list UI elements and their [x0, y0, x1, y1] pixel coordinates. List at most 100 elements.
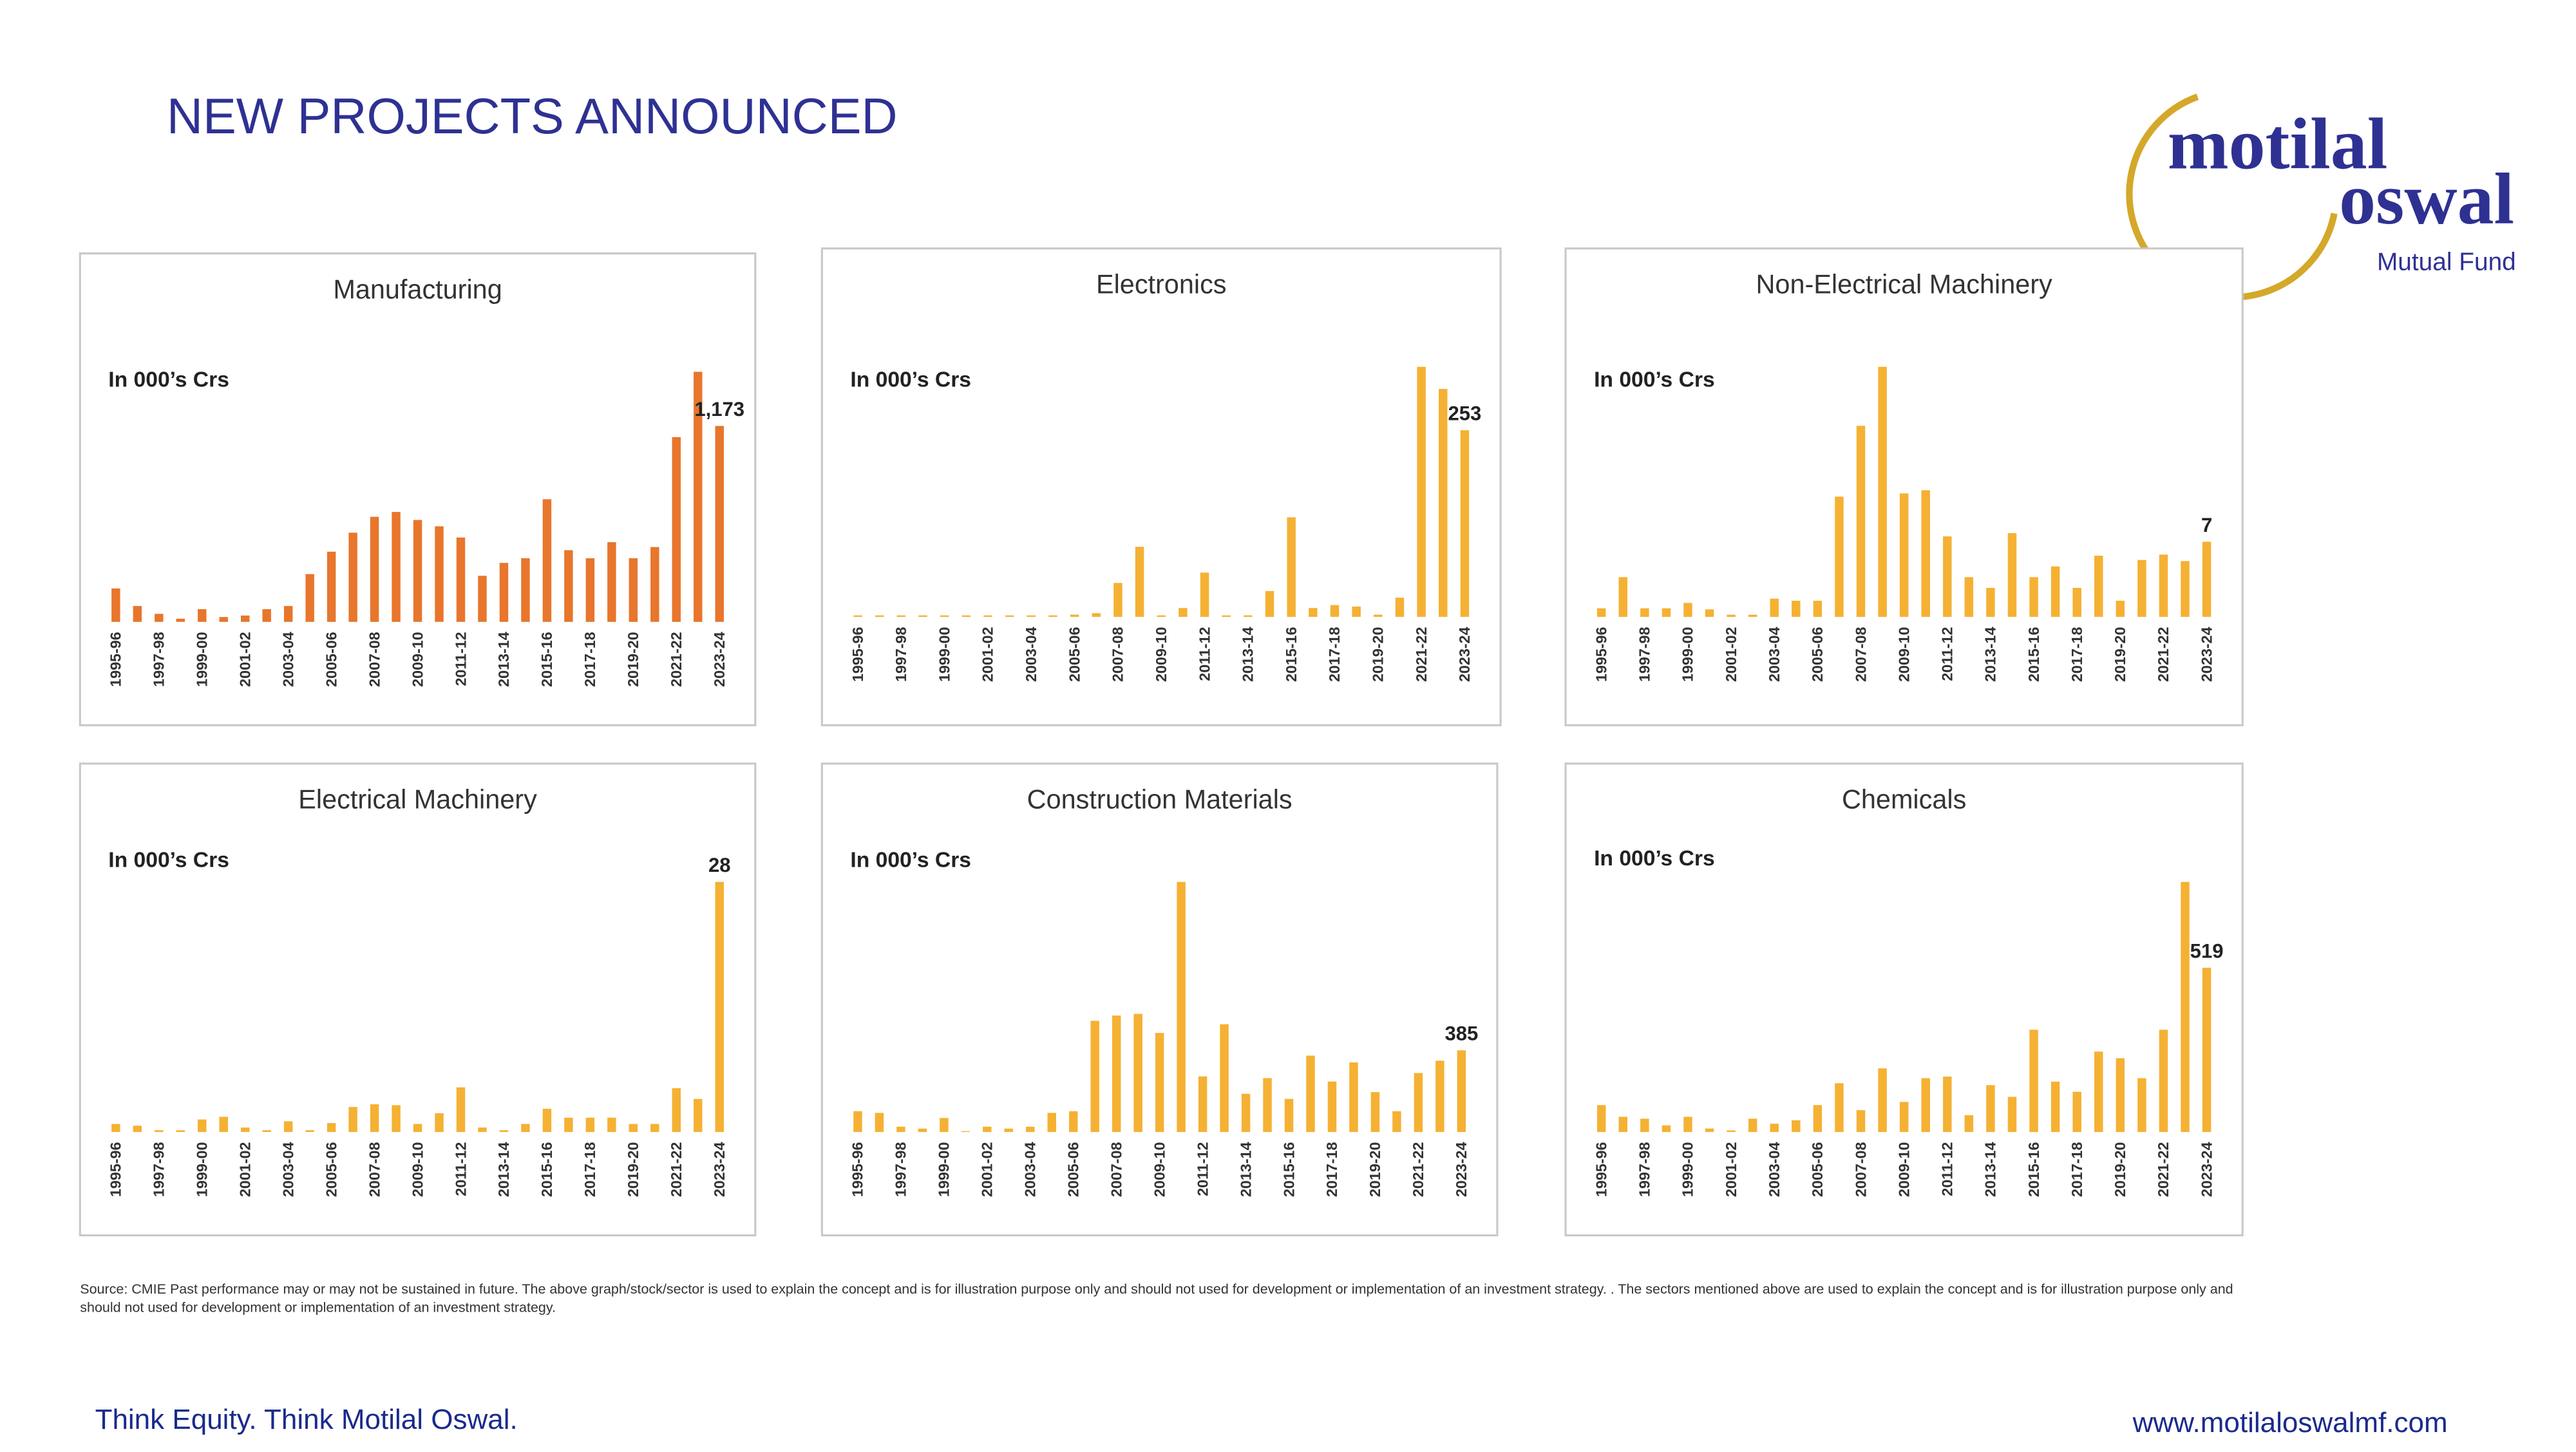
bar	[133, 606, 142, 622]
bar	[1090, 1021, 1099, 1133]
footer-right: www.motilaloswalmf.com	[2132, 1407, 2448, 1438]
bar	[1727, 614, 1736, 618]
bar	[1457, 1050, 1466, 1133]
bar	[1047, 1113, 1056, 1133]
x-tick-label: 1997-98	[151, 1142, 167, 1198]
bar	[2159, 554, 2168, 618]
bar	[1596, 608, 1606, 618]
x-tick-label: 2003-04	[1023, 627, 1039, 683]
x-tick-label: 2007-08	[366, 632, 383, 687]
x-tick-label: 2001-02	[236, 632, 253, 687]
chart-title: Manufacturing	[333, 275, 502, 305]
bar	[896, 1126, 905, 1133]
bar	[348, 1107, 357, 1133]
bar	[2181, 561, 2190, 618]
bar	[1133, 1014, 1142, 1133]
x-tick-label: 2009-10	[409, 1142, 426, 1197]
x-tick-label: 1999-00	[1680, 1142, 1696, 1198]
bar	[305, 574, 314, 622]
x-tick-label: 2017-18	[2069, 627, 2085, 683]
bar	[1439, 389, 1448, 618]
x-tick-label: 2015-16	[2025, 627, 2042, 683]
bar	[1392, 1111, 1401, 1133]
chart-frame	[1564, 762, 2244, 1237]
bar	[961, 615, 971, 618]
bar	[327, 551, 336, 622]
bar	[1222, 615, 1231, 618]
bar	[2094, 1051, 2103, 1133]
x-tick-label: 2001-02	[236, 1142, 253, 1198]
bar	[2116, 1058, 2125, 1133]
x-tick-label: 2017-18	[582, 1142, 598, 1198]
bar	[1705, 609, 1714, 618]
bar	[1069, 1111, 1078, 1133]
bar	[1964, 1115, 1974, 1133]
bar	[2116, 601, 2125, 618]
x-tick-label: 2019-20	[625, 1142, 641, 1198]
value-label: 385	[1444, 1023, 1478, 1045]
bar	[585, 1117, 595, 1133]
bar	[1200, 572, 1209, 618]
bar	[1748, 1118, 1757, 1133]
bar	[1943, 536, 1952, 618]
x-tick-label: 2023-24	[1456, 627, 1473, 683]
bar	[1748, 614, 1757, 618]
x-tick-label: 2005-06	[1066, 627, 1083, 683]
bar	[198, 609, 207, 622]
bar	[176, 618, 185, 622]
bar	[1705, 1128, 1714, 1133]
x-tick-label: 2007-08	[366, 1142, 383, 1198]
footer-left: Think Equity. Think Motilal Oswal.	[95, 1404, 518, 1435]
chart-subtitle: In 000’s Crs	[1594, 847, 1715, 871]
bar	[983, 1126, 992, 1133]
chart-subtitle: In 000’s Crs	[850, 368, 971, 392]
bar	[2072, 1091, 2081, 1133]
x-tick-label: 1995-96	[108, 632, 124, 687]
bar	[1048, 615, 1057, 618]
x-tick-label: 1999-00	[1680, 627, 1696, 683]
bar	[1330, 605, 1340, 618]
bar	[694, 372, 703, 622]
bar	[392, 1105, 401, 1133]
bar	[2050, 1081, 2060, 1133]
chart-subtitle: In 000’s Crs	[1594, 368, 1715, 392]
bar	[1309, 608, 1318, 618]
bar	[348, 533, 357, 622]
bar	[1856, 426, 1866, 618]
bar	[585, 558, 595, 622]
bar	[1092, 613, 1101, 618]
bar	[1662, 1125, 1671, 1133]
bar	[499, 1130, 509, 1133]
bar	[2094, 556, 2103, 618]
bar	[2202, 967, 2211, 1133]
x-tick-label: 1995-96	[849, 627, 866, 683]
bar	[1004, 1128, 1014, 1133]
bar	[607, 1117, 616, 1133]
bar	[198, 1119, 207, 1133]
bar	[1284, 1098, 1294, 1133]
bar	[1327, 1081, 1337, 1133]
bar	[875, 1113, 884, 1133]
bar	[715, 882, 724, 1133]
x-tick-label: 2021-22	[1413, 627, 1430, 683]
bar	[219, 1117, 228, 1133]
bar	[2007, 533, 2017, 618]
x-tick-label: 2023-24	[1453, 1142, 1470, 1198]
bar	[2072, 588, 2081, 618]
x-tick-label: 2023-24	[2198, 1142, 2215, 1198]
chart: Manufacturing In 000’s Crs 1995-96 1997-98 1…	[79, 252, 757, 726]
x-tick-label: 1999-00	[936, 627, 952, 682]
bar	[305, 1130, 314, 1133]
value-label: 28	[708, 854, 731, 876]
logo: motilal oswal Mutual Fund	[2126, 93, 2516, 301]
value-label: 253	[1448, 402, 1482, 425]
logo-text: oswal	[2339, 158, 2514, 240]
x-tick-label: 2017-18	[582, 632, 598, 687]
x-tick-label: 2013-14	[495, 1142, 512, 1198]
bar	[1813, 1105, 1823, 1133]
bar	[1414, 1073, 1423, 1133]
x-tick-label: 2013-14	[1982, 627, 1999, 683]
chart: Chemicals In 000’s Crs 1995-96 1997-98 1999-…	[1564, 762, 2244, 1237]
x-tick-label: 2005-06	[1809, 627, 1826, 683]
